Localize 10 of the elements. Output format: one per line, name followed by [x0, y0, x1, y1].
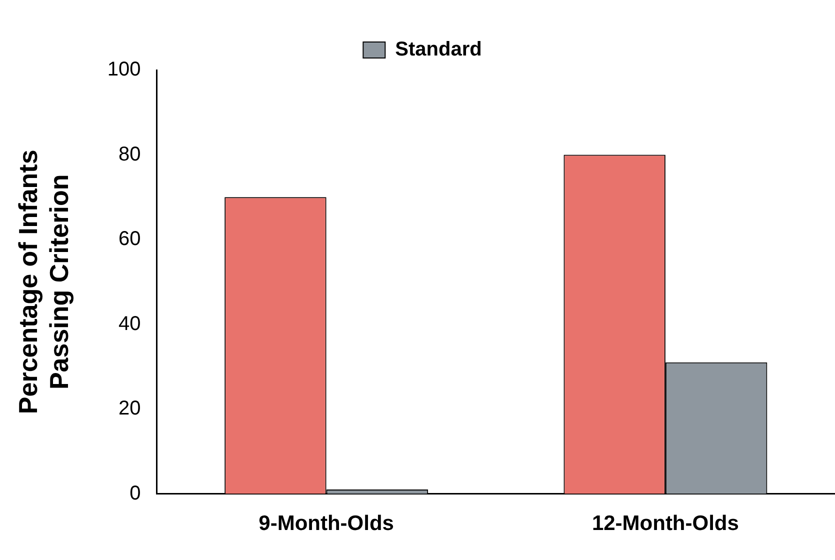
- y-tick-label: 100: [107, 58, 141, 81]
- y-tick-label: 60: [118, 228, 141, 250]
- y-axis-title: Percentage of Infants Passing Criterion: [12, 150, 74, 414]
- y-tick-label: 20: [118, 398, 141, 420]
- x-tick-label: 9-Month-Olds: [258, 512, 394, 536]
- x-tick-label: 12-Month-Olds: [592, 512, 739, 536]
- legend-label: Standard: [395, 38, 482, 61]
- y-tick-label: 40: [118, 312, 141, 335]
- y-tick-label: 80: [118, 143, 141, 166]
- y-tick-label: 0: [130, 482, 141, 504]
